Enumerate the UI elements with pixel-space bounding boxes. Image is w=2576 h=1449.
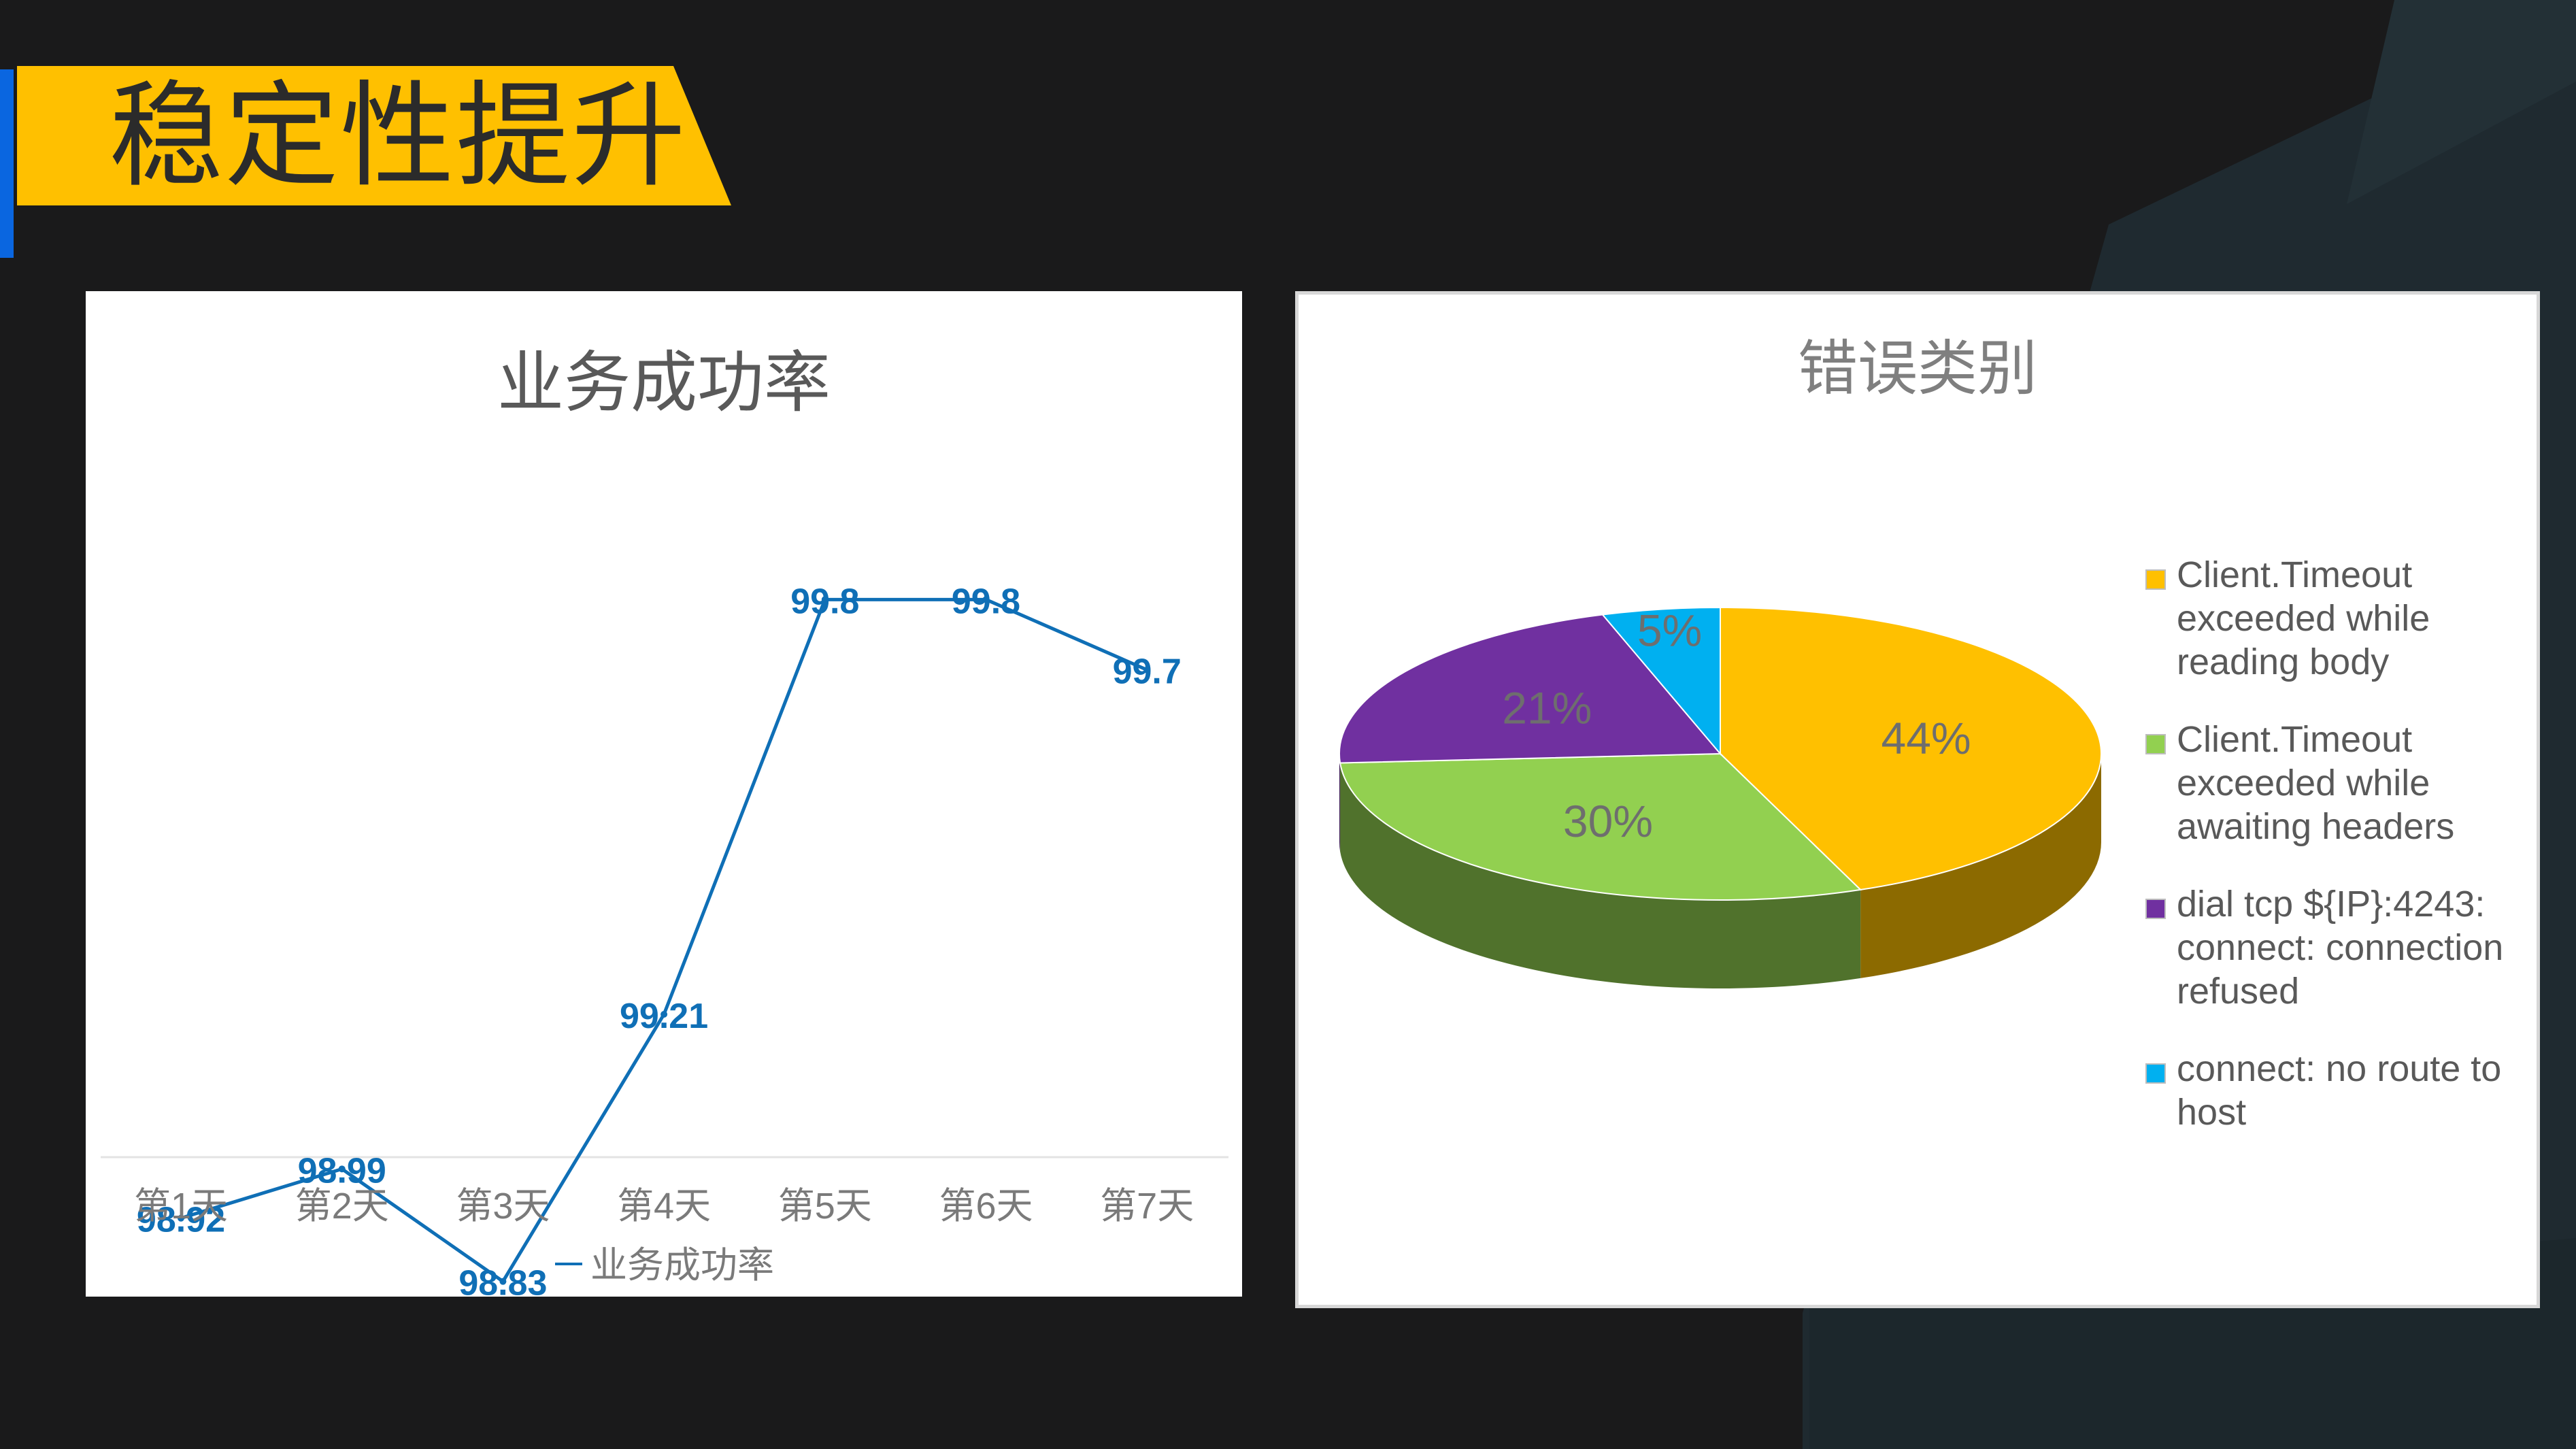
error-category-pie-chart: 44% 30% 21% 5% [1339, 605, 2102, 988]
legend-item: connect: no route to host [2145, 1047, 2526, 1134]
pie-slice-side [1860, 754, 2101, 978]
data-label: 99.21 [620, 997, 708, 1036]
legend-swatch [2145, 1063, 2166, 1084]
pie-slice [1720, 606, 2102, 890]
x-tick-label: 第1天 [134, 1186, 228, 1227]
slide-title: 稳定性提升 [109, 69, 687, 203]
legend-label: connect: no route to host [2177, 1048, 2502, 1133]
data-label: 98.83 [458, 1264, 547, 1297]
data-point [982, 596, 990, 603]
data-label: 99.8 [952, 582, 1020, 621]
pie-side-walls [1339, 754, 2101, 988]
x-tick-label: 第4天 [617, 1186, 711, 1227]
title-banner [17, 66, 731, 205]
line-chart-title: 业务成功率 [497, 344, 831, 422]
data-label: 98.92 [137, 1201, 225, 1240]
x-tick-label: 第6天 [939, 1186, 1033, 1227]
legend-item: Client.Timeout exceeded while awaiting h… [2145, 718, 2526, 848]
error-category-chart-panel: 错误类别 44% 30% 21% 5% Client.Timeout exceeded… [1295, 291, 2540, 1308]
data-label: 99.8 [790, 582, 859, 621]
pie-slice [1339, 614, 1722, 764]
x-tick-label: 第2天 [295, 1186, 389, 1227]
x-tick-label: 第3天 [456, 1186, 550, 1227]
data-point [338, 1165, 346, 1173]
data-label: 99.7 [1113, 652, 1182, 692]
data-point [660, 1011, 668, 1018]
data-point [821, 596, 829, 603]
success-rate-line-chart: 98.92 98.99 98.83 99.21 99.8 99.8 99.7 第1天 第2天 第3… [101, 582, 1228, 1297]
success-rate-chart-panel: 业务成功率 98.92 98.99 98.83 99.21 99.8 99.8 99.7 第1… [86, 291, 1242, 1297]
pie-chart-title: 错误类别 [1797, 333, 2037, 403]
pie-data-label: 21% [1502, 683, 1592, 733]
pie-slice-side [1340, 763, 1861, 988]
x-tick-label: 第7天 [1100, 1186, 1194, 1227]
legend-item: Client.Timeout exceeded while reading bo… [2145, 553, 2526, 684]
data-label: 98.99 [298, 1151, 386, 1190]
legend-label: Client.Timeout exceeded while reading bo… [2177, 554, 2430, 682]
pie-data-label: 5% [1637, 605, 1702, 655]
legend-swatch [2145, 899, 2166, 919]
data-point [499, 1278, 507, 1285]
pie-data-label: 44% [1881, 713, 1971, 763]
legend-swatch [2145, 569, 2166, 590]
legend-label: Client.Timeout exceeded while awaiting h… [2177, 719, 2455, 847]
data-point [1143, 666, 1151, 673]
x-tick-label: 第5天 [778, 1186, 872, 1227]
data-point [178, 1214, 184, 1222]
legend-label: dial tcp ${IP}:4243: connect: connection… [2177, 884, 2504, 1012]
pie-slice [1601, 606, 1721, 756]
pie-legend: Client.Timeout exceeded while reading bo… [2145, 553, 2526, 1168]
pie-data-label: 30% [1563, 796, 1653, 846]
pie-slice-side [1339, 754, 1341, 852]
legend-swatch [2145, 734, 2166, 754]
legend-label: 业务成功率 [590, 1245, 774, 1286]
accent-bar [0, 69, 14, 258]
legend-item: dial tcp ${IP}:4243: connect: connection… [2145, 882, 2526, 1013]
pie-slice [1339, 752, 1862, 901]
